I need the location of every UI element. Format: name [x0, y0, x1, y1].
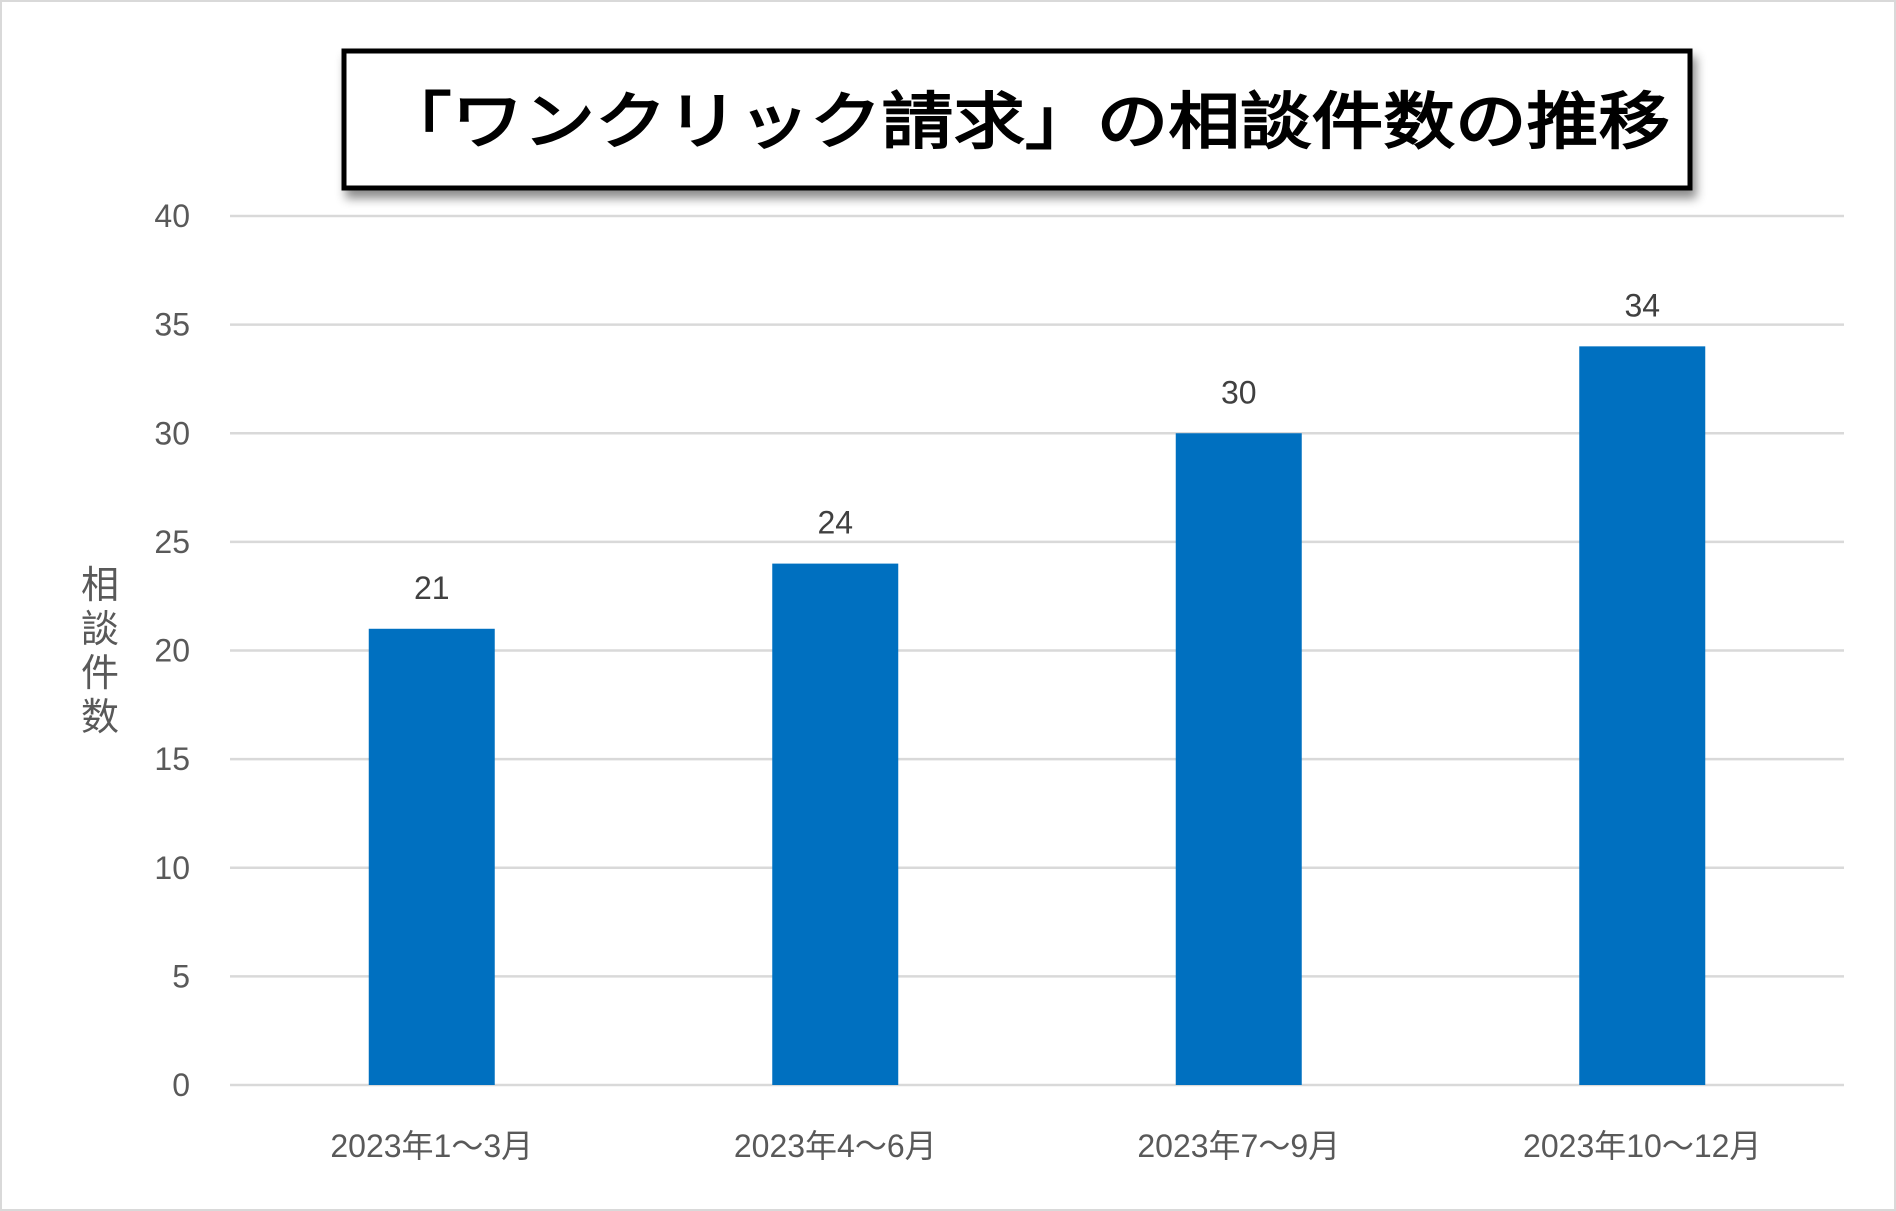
chart-title: 「ワンクリック請求」の相談件数の推移 — [380, 85, 1670, 158]
bar — [368, 628, 495, 1085]
data-label: 24 — [817, 505, 853, 541]
y-tick-label: 10 — [154, 850, 190, 886]
x-tick-label: 2023年4～6月 — [734, 1128, 937, 1164]
title-box: 「ワンクリック請求」の相談件数の推移 — [341, 48, 1693, 191]
x-tick-label: 2023年7～9月 — [1137, 1128, 1340, 1164]
data-label: 30 — [1221, 374, 1257, 410]
y-axis-label-char: 件 — [81, 651, 119, 695]
x-tick-label: 2023年10～12月 — [1523, 1128, 1761, 1164]
y-tick-label: 40 — [154, 198, 190, 234]
gridlines — [230, 214, 1844, 1087]
y-axis-label-char: 数 — [81, 695, 119, 739]
y-axis-label: 相談件数 — [81, 563, 119, 739]
y-tick-label: 30 — [154, 415, 190, 451]
y-axis-label-char: 相 — [81, 563, 119, 607]
y-tick-label: 5 — [172, 958, 190, 994]
y-tick-label: 25 — [154, 524, 190, 560]
y-axis-ticks: 0 5 10 15 20 25 30 35 40 — [154, 198, 190, 1103]
y-tick-label: 35 — [154, 307, 190, 343]
data-label: 34 — [1624, 287, 1660, 323]
y-tick-label: 20 — [154, 633, 190, 669]
data-labels: 21 24 30 34 — [414, 287, 1660, 605]
data-label: 21 — [414, 570, 450, 606]
x-axis-ticks: 2023年1～3月 2023年4～6月 2023年7～9月 2023年10～12月 — [330, 1128, 1761, 1164]
bar — [772, 563, 899, 1085]
x-tick-label: 2023年1～3月 — [330, 1128, 533, 1164]
bar — [1579, 346, 1706, 1086]
y-tick-label: 15 — [154, 741, 190, 777]
y-tick-label: 0 — [172, 1067, 190, 1103]
bars — [368, 346, 1706, 1086]
y-axis-label-char: 談 — [81, 607, 119, 651]
bar — [1175, 433, 1302, 1085]
